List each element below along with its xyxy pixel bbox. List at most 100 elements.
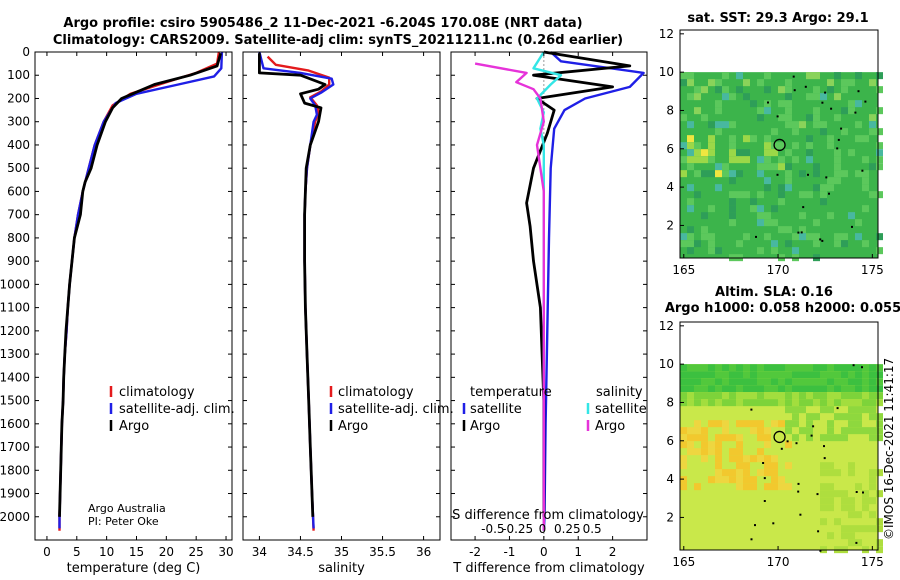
temperature-profile-xtick-label: 5: [73, 545, 81, 559]
sla-map-cell: [869, 497, 876, 505]
sst-map-cell: [869, 191, 876, 199]
sla-map-cell: [869, 476, 876, 484]
sla-map-cell: [771, 378, 778, 386]
sla-map-cell: [694, 427, 701, 435]
sla-map-cell: [869, 364, 876, 372]
sla-map-cell: [729, 399, 736, 407]
s-difference-tick-label: 0: [539, 522, 547, 536]
sla-map-cell: [715, 441, 722, 449]
sst-map-cell: [785, 79, 792, 87]
sst-map-island-speck: [857, 90, 860, 93]
sst-map-cell: [834, 149, 841, 157]
sst-map-cell: [694, 93, 701, 101]
sla-map-cell: [715, 462, 722, 470]
sst-map-cell: [708, 149, 715, 157]
sla-map-cell: [771, 364, 778, 372]
sla-map-cell: [785, 427, 792, 435]
sla-map-title-line-2: Argo h1000: 0.058 h2000: 0.055: [665, 301, 900, 316]
sst-map-cell: [785, 170, 792, 178]
sla-map-cell: [778, 385, 785, 393]
sla-map-cell: [764, 434, 771, 442]
difference-profile-xtick-label: -2: [469, 545, 481, 559]
sla-map-cell: [869, 406, 876, 414]
sla-map-cell: [736, 392, 743, 400]
sla-map-cell: [722, 385, 729, 393]
sla-map-cell: [694, 448, 701, 456]
sst-map-cell: [785, 114, 792, 122]
sla-map-cell: [694, 483, 701, 491]
depth-tick-label: 1200: [0, 324, 30, 338]
sst-map-cell: [855, 72, 862, 80]
sla-map-cell: [855, 364, 862, 372]
sst-map-cell: [687, 198, 694, 206]
sla-map-cell: [757, 455, 764, 463]
legend-label-s-satellite: satellite: [595, 402, 647, 417]
sst-map-ytick-label: 10: [659, 65, 674, 79]
sst-map-cell: [820, 184, 827, 192]
sla-map-cell: [869, 525, 876, 533]
sla-map-cell: [862, 525, 869, 533]
sst-map-cell: [701, 86, 708, 94]
sla-map-cell: [848, 392, 855, 400]
sla-map-cell: [743, 371, 750, 379]
sst-map-cell: [785, 177, 792, 185]
sst-map-cell: [834, 177, 841, 185]
sst-map-cell: [771, 219, 778, 227]
sst-map-cell: [708, 205, 715, 213]
sla-map-island-speck: [816, 493, 819, 496]
sla-map-cell: [778, 483, 785, 491]
sla-map-cell: [862, 364, 869, 372]
sst-map-cell: [827, 142, 834, 150]
sst-map-cell: [778, 142, 785, 150]
sla-map-cell: [687, 448, 694, 456]
sst-map-cell: [876, 86, 883, 94]
sla-map-cell: [855, 427, 862, 435]
sst-map-cell: [708, 240, 715, 248]
sla-map-cell: [729, 364, 736, 372]
sst-map-cell: [722, 121, 729, 129]
sst-map-cell: [708, 142, 715, 150]
sla-map-cell: [778, 420, 785, 428]
sst-map-xtick-label: 170: [767, 263, 790, 277]
sla-map-cell: [827, 399, 834, 407]
sst-map-float-marker: [773, 138, 786, 152]
sla-map-cell: [729, 392, 736, 400]
sla-map-cell: [694, 392, 701, 400]
sst-map-cell: [792, 142, 799, 150]
sst-map-cell: [869, 163, 876, 171]
sla-map-island-speck: [795, 442, 798, 445]
legend-label-argo: Argo: [119, 419, 149, 434]
temperature-profile-panel: 0 5 10 15 20 25 30 temperature (deg C) 0 100 200 30…: [0, 45, 234, 576]
sla-map-cell: [876, 399, 883, 407]
sla-map-cell: [876, 385, 883, 393]
sla-map-cell: [722, 378, 729, 386]
sla-map-cell: [806, 420, 813, 428]
sst-map-cell: [848, 107, 855, 115]
sla-map-cell: [799, 406, 806, 414]
sla-map-cell: [778, 476, 785, 484]
sst-map-cell: [841, 86, 848, 94]
sst-map-cell: [778, 156, 785, 164]
sla-map-cell: [750, 420, 757, 428]
sst-map-cell: [834, 170, 841, 178]
sla-map-island-speck: [763, 500, 766, 502]
sla-map-cell: [729, 371, 736, 379]
sla-map-cell: [778, 378, 785, 386]
sla-map-cell: [869, 483, 876, 491]
sla-map-cell: [680, 371, 687, 379]
sst-map-cell: [841, 240, 848, 248]
sst-map-cell: [708, 156, 715, 164]
sla-map-ytick-label: 8: [666, 395, 674, 409]
sla-map-cell: [757, 392, 764, 400]
sla-map-cell: [862, 371, 869, 379]
sst-map-island-speck: [797, 231, 800, 234]
sst-map-cell: [701, 149, 708, 157]
sla-map-cell: [687, 371, 694, 379]
sst-map-cell: [729, 191, 736, 199]
sst-map-cell: [694, 107, 701, 115]
salinity-profile-series-climatology-0: [266, 55, 331, 531]
sla-map-cell: [701, 371, 708, 379]
sst-map-ytick-label: 8: [666, 103, 674, 117]
sst-map-cell: [848, 149, 855, 157]
